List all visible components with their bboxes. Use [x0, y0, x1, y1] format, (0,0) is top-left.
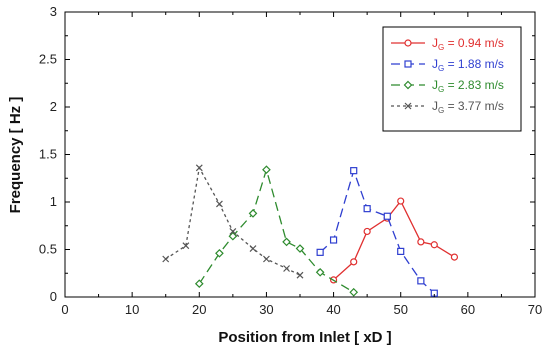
data-point [329, 236, 338, 244]
data-point [283, 265, 290, 272]
x-tick-label: 30 [259, 302, 273, 317]
data-point [262, 165, 271, 175]
x-tick-label: 20 [192, 302, 206, 317]
series-4 [162, 164, 304, 279]
data-point [349, 287, 359, 297]
y-tick-label: 1.5 [39, 147, 57, 162]
data-point [215, 248, 224, 258]
x-marker-stroke [182, 242, 190, 250]
x-marker-stroke [229, 228, 237, 235]
y-tick-label: 3 [50, 4, 57, 19]
legend-label: JG = 2.83 m/s [432, 78, 504, 94]
y-tick-label: 1 [50, 194, 57, 209]
data-point [295, 244, 305, 253]
data-point [363, 205, 371, 213]
data-point [248, 209, 258, 218]
x-marker-stroke [283, 265, 290, 272]
series-layer [162, 164, 459, 297]
data-point [450, 253, 459, 261]
series-3 [194, 165, 359, 297]
data-point [263, 255, 270, 263]
data-point [430, 241, 438, 249]
data-point [315, 267, 325, 277]
data-point [282, 237, 291, 247]
legend-entry-1: JG = 0.94 m/s [391, 36, 504, 52]
data-point [229, 228, 237, 235]
data-point [162, 255, 170, 263]
series-2 [316, 167, 438, 297]
x-tick-label: 70 [528, 302, 542, 317]
data-point [417, 277, 425, 285]
legend-marker [403, 80, 413, 90]
legend-entry-2: JG = 1.88 m/s [391, 57, 504, 73]
legend: JG = 0.94 m/s JG = 1.88 m/s JG = 2.83 m/s J… [382, 26, 522, 132]
legend-entry-4: JG = 3.77 m/s [391, 99, 504, 115]
y-tick-label: 2.5 [39, 52, 57, 67]
series-line [319, 168, 435, 294]
data-point [249, 245, 257, 252]
x-marker-stroke [216, 200, 223, 208]
x-marker-stroke [162, 255, 170, 263]
data-point [363, 227, 371, 236]
x-tick-label: 0 [61, 302, 68, 317]
data-point [350, 258, 358, 266]
legend-marker [404, 60, 412, 68]
x-marker-stroke [263, 255, 270, 263]
x-axis-title: Position from Inlet [ xD ] [218, 329, 391, 346]
x-tick-label: 10 [125, 302, 139, 317]
data-point [316, 248, 324, 256]
legend-label: JG = 0.94 m/s [432, 36, 504, 52]
data-point [228, 231, 238, 241]
ticks-layer: 0 10 20 30 40 50 60 70 0 0.5 1 1.5 2 2.5 3 [39, 4, 542, 317]
x-tick-label: 60 [461, 302, 475, 317]
data-point [216, 200, 223, 208]
legend-marker [404, 39, 412, 47]
y-tick-label: 2 [50, 99, 57, 114]
data-point [417, 238, 425, 246]
y-axis-title: Frequency [ Hz ] [7, 97, 24, 214]
x-marker-stroke [404, 102, 412, 110]
legend-entry-3: JG = 2.83 m/s [391, 78, 504, 94]
data-point [383, 212, 391, 220]
data-point [182, 242, 190, 250]
legend-label: JG = 3.77 m/s [432, 99, 504, 115]
x-tick-label: 50 [393, 302, 407, 317]
x-marker-stroke [296, 271, 304, 279]
legend-label: JG = 1.88 m/s [432, 57, 504, 73]
y-tick-label: 0.5 [39, 242, 57, 257]
data-point [350, 167, 358, 175]
data-point [195, 164, 203, 172]
y-tick-label: 0 [50, 289, 57, 304]
data-point [194, 279, 204, 289]
data-point [397, 247, 405, 255]
x-tick-label: 40 [326, 302, 340, 317]
x-marker-stroke [195, 164, 203, 172]
data-point [296, 271, 304, 279]
series-1 [329, 197, 459, 284]
x-marker-stroke [249, 245, 257, 252]
data-point [397, 197, 405, 205]
legend-marker [404, 102, 412, 110]
